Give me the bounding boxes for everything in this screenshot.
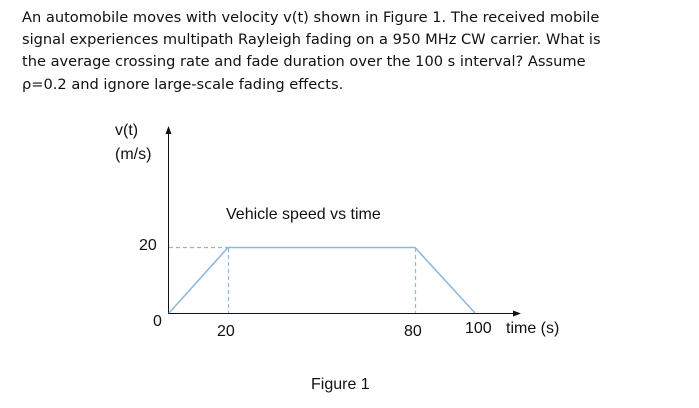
origin-label: 0 — [153, 313, 162, 330]
question-line-4: ρ=0.2 and ignore large-scale fading effe… — [22, 75, 344, 93]
x-axis-label: time (s) — [506, 320, 560, 337]
chart-title: Vehicle speed vs time — [226, 206, 381, 223]
y-tick-20: 20 — [139, 237, 157, 254]
x-tick-80: 80 — [404, 323, 422, 340]
question-line-3: the average crossing rate and fade durat… — [22, 53, 586, 71]
y-label-line1: v(t) — [115, 122, 139, 139]
question-text: An automobile moves with velocity v(t) s… — [22, 7, 692, 96]
figure-caption: Figure 1 — [311, 376, 370, 393]
question-line-2: signal experiences multipath Rayleigh fa… — [22, 31, 601, 49]
y-label-line2: (m/s) — [115, 146, 152, 163]
x-axis-arrow-icon — [513, 310, 521, 317]
question-line-1: An automobile moves with velocity v(t) s… — [22, 9, 600, 26]
y-axis-arrow-icon — [165, 126, 172, 134]
x-tick-20: 20 — [217, 323, 235, 340]
x-tick-100: 100 — [465, 320, 492, 337]
speed-line — [168, 246, 476, 314]
